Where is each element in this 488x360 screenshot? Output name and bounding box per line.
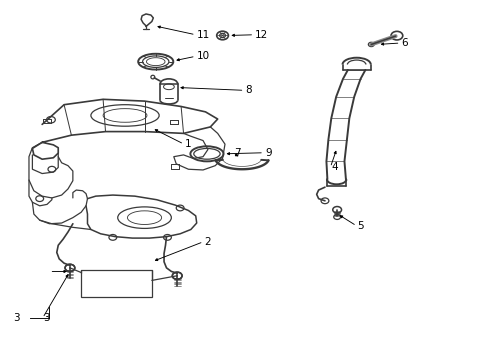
- Text: 1: 1: [184, 139, 191, 149]
- Text: 6: 6: [401, 38, 407, 48]
- Text: 7: 7: [233, 148, 240, 158]
- Text: 5: 5: [357, 221, 364, 231]
- Text: 3: 3: [13, 313, 20, 323]
- Text: 8: 8: [245, 85, 252, 95]
- Text: 10: 10: [196, 51, 209, 61]
- Bar: [81, 270, 152, 297]
- Text: 3: 3: [43, 313, 50, 323]
- Text: 4: 4: [330, 162, 337, 172]
- Text: 2: 2: [204, 237, 211, 247]
- Text: 9: 9: [264, 148, 271, 158]
- Text: 11: 11: [196, 30, 209, 40]
- Text: 12: 12: [255, 30, 268, 40]
